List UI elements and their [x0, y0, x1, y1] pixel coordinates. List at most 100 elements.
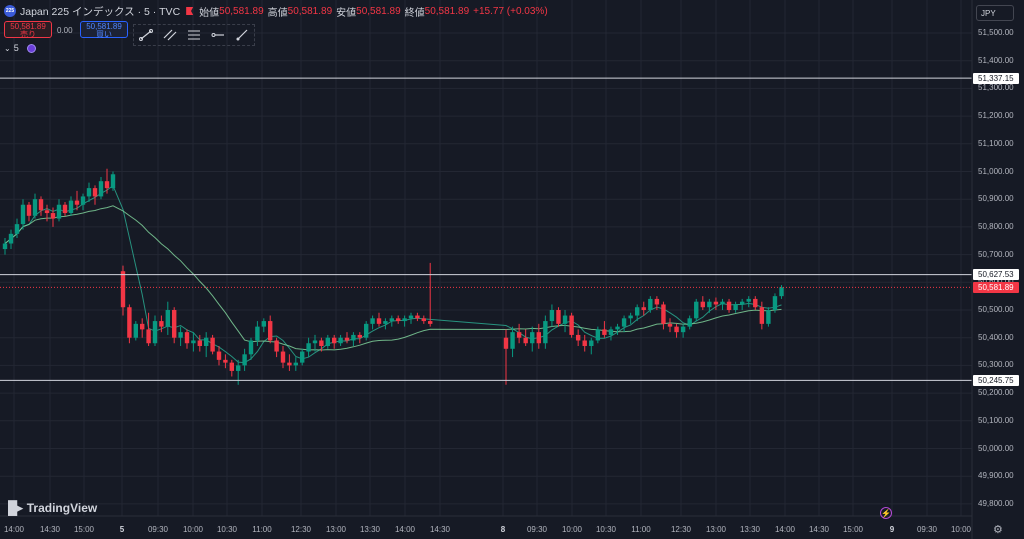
candle	[26, 201, 32, 222]
buy-price: 50,581.89	[86, 22, 122, 31]
candle-body	[62, 204, 68, 214]
candle	[707, 298, 712, 313]
candle	[759, 301, 765, 330]
candle-body	[582, 340, 587, 347]
candle-body	[357, 334, 362, 338]
candle	[635, 304, 640, 322]
bolt-icon[interactable]: ⚡	[880, 507, 892, 519]
currency-selector[interactable]: JPY	[976, 5, 1014, 21]
candle	[516, 323, 522, 344]
candle	[120, 265, 126, 316]
symbol-logo-icon: 225	[4, 5, 16, 17]
candle	[338, 334, 343, 347]
horizontal-line-layer	[0, 77, 972, 381]
candle	[562, 310, 568, 333]
candle-body	[661, 304, 666, 324]
candle	[146, 312, 151, 347]
symbol-title[interactable]: Japan 225 インデックス · 5 · TVC	[20, 5, 181, 18]
candle-body	[210, 337, 215, 352]
candle	[216, 346, 222, 366]
candle-body	[32, 199, 38, 216]
candle-body	[184, 332, 190, 344]
horizontal-line-price-tag: 50,245.75	[973, 374, 1019, 386]
candle	[772, 293, 778, 313]
candle-body	[110, 174, 116, 189]
candle-body	[26, 204, 32, 216]
candle	[641, 301, 646, 316]
time-axis-label: 13:00	[325, 525, 347, 534]
candle-body	[319, 340, 324, 347]
candle-body	[287, 362, 292, 366]
candle-body	[654, 298, 660, 305]
candle	[389, 315, 394, 327]
buy-button[interactable]: 50,581.89 買い	[80, 21, 128, 39]
candle-body	[344, 337, 350, 341]
candle-body	[389, 318, 394, 322]
candle	[98, 177, 104, 200]
candle	[306, 337, 311, 358]
sell-button[interactable]: 50,581.89 売り	[4, 21, 52, 39]
time-axis-label: 12:30	[290, 525, 312, 534]
candle-body	[772, 296, 778, 310]
candle	[248, 337, 254, 360]
candle-body	[261, 321, 266, 327]
drawing-toolbar	[133, 24, 255, 46]
candle-body	[589, 340, 594, 347]
candle-body	[306, 343, 311, 352]
candle	[376, 312, 382, 327]
horizontal-ray-tool-icon[interactable]	[209, 27, 227, 43]
price-axis-label: 50,700.00	[978, 249, 1014, 259]
candle-body	[739, 301, 745, 305]
candle-body	[536, 332, 541, 344]
candle	[582, 334, 587, 352]
time-axis-label: 09:30	[526, 525, 548, 534]
candle	[746, 296, 751, 308]
candle	[104, 168, 110, 194]
candle	[726, 298, 732, 313]
candle	[236, 359, 241, 385]
trend-line-tool-icon[interactable]	[137, 27, 155, 43]
candle-body	[178, 332, 183, 338]
candle-body	[248, 340, 254, 355]
gear-icon[interactable]: ⚙	[993, 524, 1003, 536]
price-axis-label: 49,900.00	[978, 471, 1014, 481]
candle-body	[68, 200, 74, 214]
candle-body	[268, 321, 273, 341]
candle	[50, 207, 56, 227]
candle	[197, 334, 202, 352]
candle-body	[575, 334, 581, 341]
time-axis-label: 13:00	[705, 525, 727, 534]
indicator-count: 5	[13, 43, 19, 53]
fib-retracement-tool-icon[interactable]	[185, 27, 203, 43]
indicator-dot-icon[interactable]	[26, 43, 36, 53]
candle-body	[648, 298, 653, 310]
tradingview-logo-text: TradingView	[26, 501, 98, 515]
candle-body	[92, 188, 98, 197]
time-axis-label: 14:00	[394, 525, 416, 534]
candle-body	[351, 334, 356, 341]
candle	[357, 332, 362, 344]
tradingview-logo[interactable]: █▸ TradingView	[8, 500, 97, 516]
candle-body	[300, 351, 305, 363]
candle-body	[700, 301, 705, 308]
candle	[628, 312, 633, 324]
low-label: 安値	[336, 7, 357, 19]
brush-tool-icon[interactable]	[233, 27, 251, 43]
candle-body	[556, 310, 561, 324]
candle-body	[543, 321, 548, 344]
candle	[62, 201, 68, 216]
buy-label: 買い	[96, 30, 112, 39]
open-label: 始値	[199, 7, 220, 19]
flag-icon[interactable]	[186, 7, 194, 15]
time-axis-label: 15:00	[842, 525, 864, 534]
candle	[140, 318, 145, 338]
candle-body	[86, 188, 92, 197]
chevron-down-icon[interactable]: ⌄	[4, 43, 11, 53]
candle-body	[74, 200, 80, 205]
candle	[694, 298, 699, 322]
indicator-toggle[interactable]: ⌄ 5	[4, 43, 36, 53]
parallel-channel-tool-icon[interactable]	[161, 27, 179, 43]
horizontal-line-price-tag: 50,627.53	[973, 269, 1019, 281]
